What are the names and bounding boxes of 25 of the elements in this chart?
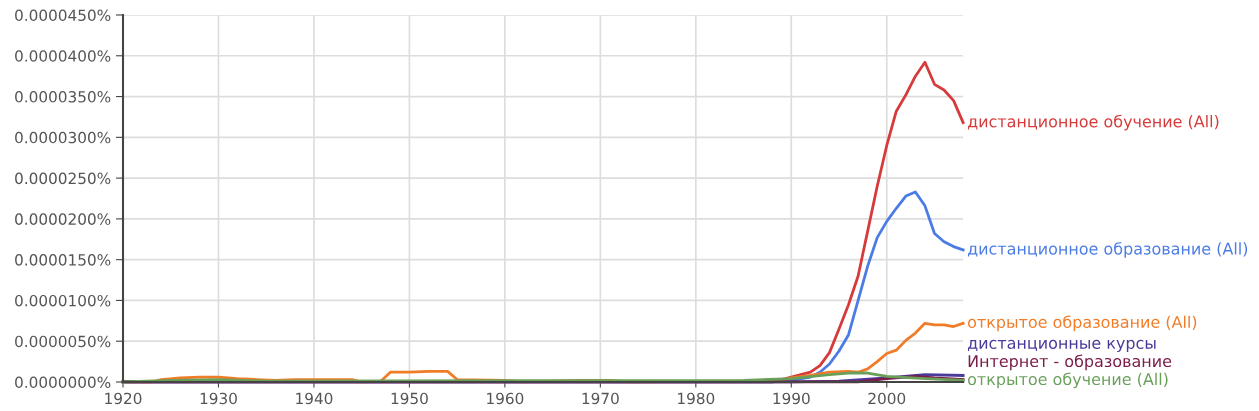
x-tick-label: 2000 <box>868 392 906 405</box>
y-tick-label: 0.0000100% <box>15 294 111 307</box>
y-tick-label: 0.0000050% <box>15 335 111 348</box>
y-tick-label: 0.0000450% <box>15 9 111 22</box>
x-tick-label: 1960 <box>487 392 524 405</box>
x-tick-label: 1920 <box>105 392 142 405</box>
y-tick-label: 0.0000400% <box>15 50 111 62</box>
x-tick-label: 1970 <box>582 392 619 405</box>
y-tick-label: 0.0000250% <box>15 172 111 185</box>
x-tick-label: 1980 <box>678 392 715 405</box>
series-label: дистанционное обучение (All) <box>967 114 1219 131</box>
series-label: открытое обучение (All) <box>968 372 1168 389</box>
y-tick-label: 0.0000150% <box>15 254 111 266</box>
x-tick-label: 1990 <box>773 392 810 405</box>
series-label: открытое образование (All) <box>968 315 1197 332</box>
y-tick-label: 0.0000200% <box>15 213 111 225</box>
x-tick-label: 1930 <box>200 392 237 405</box>
series-label: дистанционное образование (All) <box>967 242 1248 258</box>
y-tick-label: 0.0000300% <box>15 131 111 144</box>
y-tick-label: 0.0000350% <box>15 91 111 103</box>
x-tick-label: 1950 <box>391 392 428 405</box>
x-tick-label: 1940 <box>296 392 333 405</box>
y-tick-label: 0.0000000% <box>15 376 111 388</box>
series-label: дистанционные курсы <box>967 339 1156 353</box>
series-label: Интернет - образование <box>968 354 1172 371</box>
